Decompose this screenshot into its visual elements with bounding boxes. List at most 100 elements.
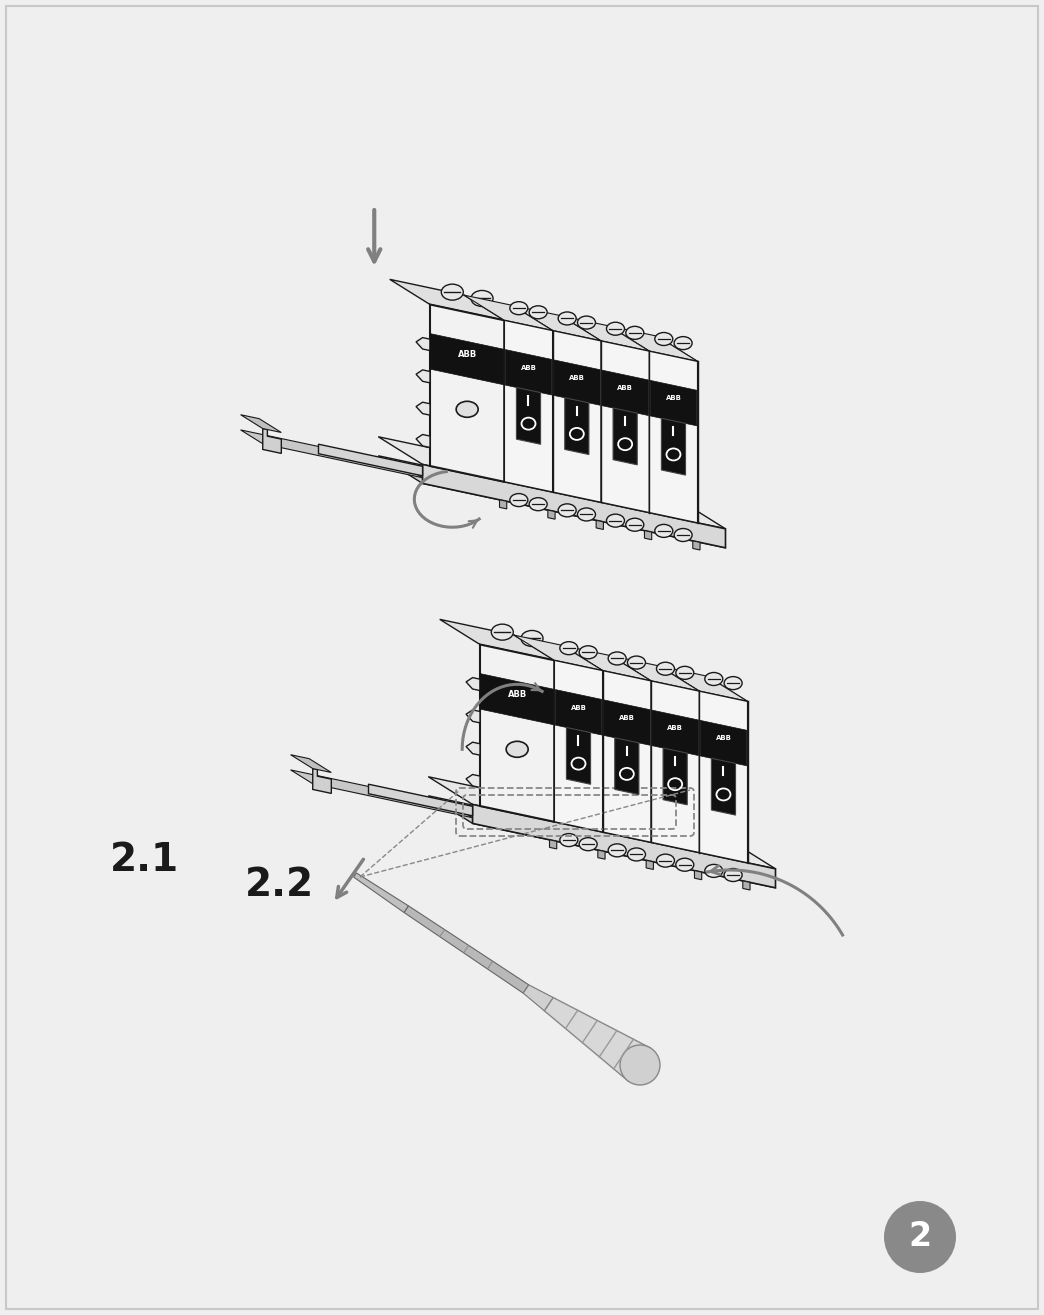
Circle shape xyxy=(884,1201,956,1273)
Text: ABB: ABB xyxy=(571,705,587,710)
Polygon shape xyxy=(428,777,776,869)
Polygon shape xyxy=(417,402,430,416)
Ellipse shape xyxy=(509,301,528,314)
Ellipse shape xyxy=(625,326,644,339)
Ellipse shape xyxy=(506,742,528,757)
Polygon shape xyxy=(240,430,423,477)
Polygon shape xyxy=(466,677,480,690)
Polygon shape xyxy=(548,510,555,519)
Polygon shape xyxy=(561,316,649,351)
Ellipse shape xyxy=(675,859,694,872)
Polygon shape xyxy=(651,710,698,756)
Ellipse shape xyxy=(725,677,742,689)
Polygon shape xyxy=(658,337,697,523)
Polygon shape xyxy=(513,305,552,492)
Polygon shape xyxy=(563,646,602,832)
Polygon shape xyxy=(313,768,331,793)
Polygon shape xyxy=(598,849,606,859)
Polygon shape xyxy=(505,350,551,394)
Polygon shape xyxy=(565,397,589,455)
Text: ABB: ABB xyxy=(665,396,682,401)
Text: ABB: ABB xyxy=(715,735,732,742)
Polygon shape xyxy=(466,775,480,788)
Polygon shape xyxy=(290,769,473,818)
Polygon shape xyxy=(601,341,649,513)
Polygon shape xyxy=(404,906,528,993)
Ellipse shape xyxy=(577,508,595,521)
Polygon shape xyxy=(603,700,650,746)
Polygon shape xyxy=(651,681,699,852)
Polygon shape xyxy=(466,742,480,755)
Text: 2.2: 2.2 xyxy=(245,867,314,903)
Polygon shape xyxy=(378,456,726,548)
Polygon shape xyxy=(480,644,554,822)
Polygon shape xyxy=(602,671,651,843)
Polygon shape xyxy=(290,755,331,772)
Ellipse shape xyxy=(560,642,577,655)
Polygon shape xyxy=(389,279,504,321)
Ellipse shape xyxy=(705,864,722,877)
Polygon shape xyxy=(417,370,430,383)
Ellipse shape xyxy=(609,652,626,665)
Polygon shape xyxy=(742,881,750,890)
Polygon shape xyxy=(523,985,553,1011)
Polygon shape xyxy=(499,500,506,509)
Polygon shape xyxy=(649,351,697,523)
Polygon shape xyxy=(554,660,602,832)
Polygon shape xyxy=(609,326,649,513)
Polygon shape xyxy=(466,710,480,723)
Polygon shape xyxy=(644,530,651,539)
Polygon shape xyxy=(378,437,726,529)
Ellipse shape xyxy=(625,518,644,531)
Polygon shape xyxy=(514,635,602,671)
Polygon shape xyxy=(504,321,552,492)
Polygon shape xyxy=(699,692,748,863)
Circle shape xyxy=(620,1045,660,1085)
Ellipse shape xyxy=(627,656,645,669)
Text: 2: 2 xyxy=(908,1220,931,1253)
Polygon shape xyxy=(711,759,736,815)
Polygon shape xyxy=(613,408,637,464)
Polygon shape xyxy=(602,370,648,416)
Ellipse shape xyxy=(657,855,674,867)
Text: ABB: ABB xyxy=(457,350,477,359)
Ellipse shape xyxy=(560,834,577,847)
Polygon shape xyxy=(514,635,554,822)
Text: ABB: ABB xyxy=(617,385,633,391)
Ellipse shape xyxy=(577,316,595,329)
Polygon shape xyxy=(650,380,696,426)
Ellipse shape xyxy=(559,504,576,517)
Ellipse shape xyxy=(675,667,694,680)
Polygon shape xyxy=(544,998,651,1082)
Ellipse shape xyxy=(609,844,626,857)
Ellipse shape xyxy=(456,401,478,417)
Polygon shape xyxy=(430,305,504,481)
Polygon shape xyxy=(464,295,504,481)
Polygon shape xyxy=(708,676,748,863)
Polygon shape xyxy=(596,521,603,530)
Ellipse shape xyxy=(657,663,674,675)
Ellipse shape xyxy=(492,625,514,640)
Polygon shape xyxy=(663,748,687,805)
Polygon shape xyxy=(693,540,701,550)
Polygon shape xyxy=(240,414,281,433)
Polygon shape xyxy=(553,360,600,405)
Polygon shape xyxy=(369,784,473,815)
Polygon shape xyxy=(567,727,591,784)
Polygon shape xyxy=(694,871,702,880)
Ellipse shape xyxy=(705,672,722,685)
Polygon shape xyxy=(701,721,746,765)
Polygon shape xyxy=(517,388,541,444)
Polygon shape xyxy=(615,738,639,794)
Ellipse shape xyxy=(559,312,576,325)
Ellipse shape xyxy=(579,646,597,659)
Polygon shape xyxy=(354,873,408,913)
Polygon shape xyxy=(513,305,601,341)
Text: ABB: ABB xyxy=(521,364,537,371)
Ellipse shape xyxy=(674,529,692,542)
Polygon shape xyxy=(552,330,601,502)
Ellipse shape xyxy=(529,306,547,318)
Polygon shape xyxy=(549,840,556,849)
Ellipse shape xyxy=(442,284,464,300)
Ellipse shape xyxy=(607,322,624,335)
